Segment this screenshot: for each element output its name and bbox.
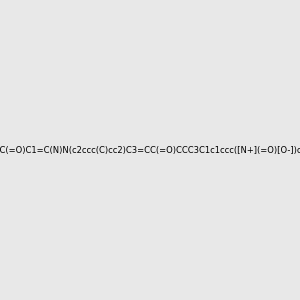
Text: COC(=O)C1=C(N)N(c2ccc(C)cc2)C3=CC(=O)CCC3C1c1ccc([N+](=O)[O-])cc1: COC(=O)C1=C(N)N(c2ccc(C)cc2)C3=CC(=O)CCC…: [0, 146, 300, 154]
